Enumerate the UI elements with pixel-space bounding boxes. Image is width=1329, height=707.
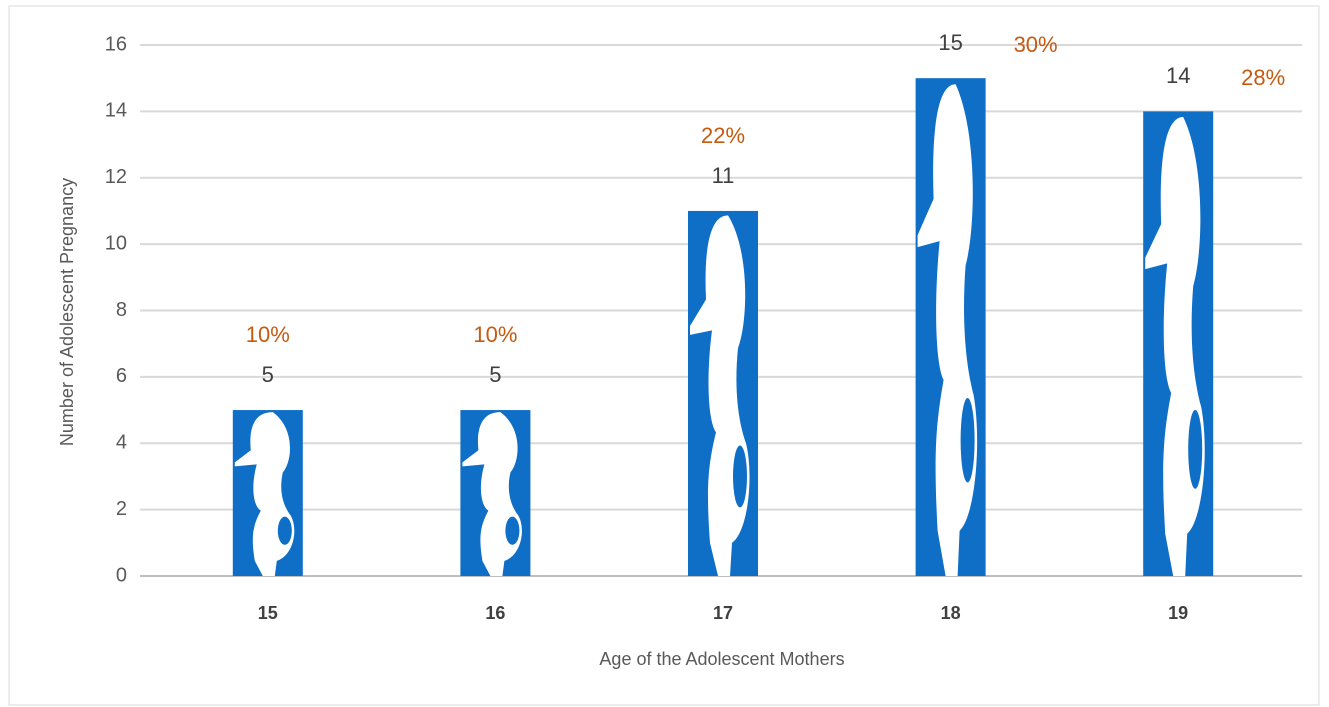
silhouette xyxy=(917,84,978,576)
data-label: 15 xyxy=(938,30,962,55)
x-tick-label: 15 xyxy=(258,603,278,623)
x-tick-label: 16 xyxy=(485,603,505,623)
silhouette-baby xyxy=(960,397,975,483)
y-tick-label: 4 xyxy=(116,432,127,454)
silhouette-baby xyxy=(733,445,747,508)
x-tick-label: 17 xyxy=(713,603,733,623)
chart-frame xyxy=(8,5,1320,706)
silhouette-baby xyxy=(277,516,292,545)
y-tick-label: 2 xyxy=(116,498,127,520)
x-tick-label: 19 xyxy=(1168,603,1188,623)
data-label: 11 xyxy=(712,163,735,188)
y-tick-label: 10 xyxy=(105,232,127,254)
silhouette xyxy=(234,412,295,576)
silhouette-baby xyxy=(505,516,520,545)
y-tick-label: 8 xyxy=(116,299,127,321)
percent-label: 30% xyxy=(1014,32,1058,57)
silhouette xyxy=(1145,117,1205,576)
silhouette-baby xyxy=(1188,409,1203,489)
x-tick-label: 18 xyxy=(941,603,961,623)
y-tick-label: 6 xyxy=(116,365,127,387)
x-axis-title: Age of the Adolescent Mothers xyxy=(599,649,844,669)
percent-label: 10% xyxy=(473,322,517,347)
y-tick-label: 0 xyxy=(116,564,127,586)
data-label: 5 xyxy=(262,362,274,387)
y-tick-label: 16 xyxy=(105,33,127,55)
silhouette xyxy=(690,215,750,576)
data-label: 14 xyxy=(1166,63,1190,88)
percent-label: 10% xyxy=(246,322,290,347)
percent-label: 22% xyxy=(701,123,745,148)
data-label: 5 xyxy=(489,362,501,387)
y-axis-title: Number of Adolescent Pregnancy xyxy=(57,178,77,446)
silhouette xyxy=(462,412,522,576)
y-tick-label: 12 xyxy=(105,166,127,188)
percent-label: 28% xyxy=(1241,65,1285,90)
y-tick-label: 14 xyxy=(105,100,127,122)
